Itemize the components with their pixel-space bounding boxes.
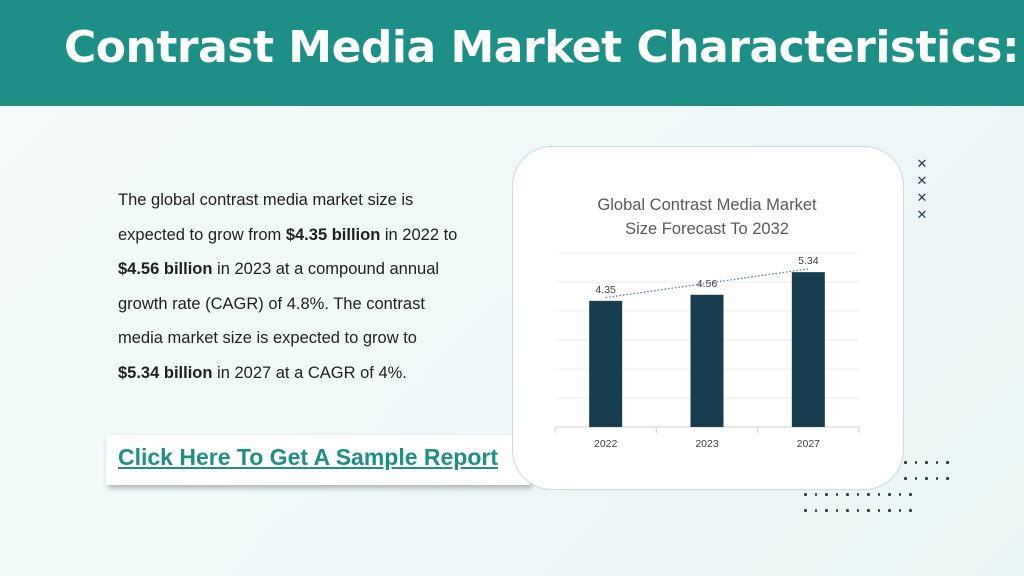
decorative-dot — [946, 461, 949, 464]
data-label-2027: 5.34 — [798, 255, 819, 267]
decorative-dot — [935, 461, 938, 464]
description-text-3: in 2023 at a compound annual growth rate… — [118, 260, 440, 347]
decorative-dot — [914, 477, 917, 480]
x-mark-icon: ✕ — [916, 174, 928, 189]
chart-card: Global Contrast Media Market Size Foreca… — [512, 146, 904, 490]
decorative-x-marks: ✕ ✕ ✕ ✕ — [915, 156, 929, 224]
value-2022: $4.35 billion — [285, 225, 381, 244]
description-text-2: in 2022 to — [380, 225, 458, 244]
decorative-dot — [867, 493, 870, 496]
decorative-dot — [898, 493, 901, 496]
decorative-dot — [877, 493, 880, 496]
decorative-dot — [804, 493, 807, 496]
page-title: Contrast Media Market Characteristics: — [64, 22, 1020, 73]
chart-title-line-2: Size Forecast To 2032 — [625, 220, 789, 238]
decorative-dot — [814, 509, 817, 512]
decorative-dot — [909, 493, 912, 496]
sample-report-box[interactable]: Click Here To Get A Sample Report — [106, 435, 530, 485]
decorative-dot — [935, 477, 938, 480]
bar-chart: Global Contrast Media Market Size Foreca… — [554, 196, 860, 450]
decorative-dot — [904, 477, 907, 480]
x-tick-label-2023: 2023 — [695, 438, 719, 450]
decorative-dot — [914, 461, 917, 464]
x-mark-icon: ✕ — [916, 208, 928, 223]
decorative-dot — [888, 509, 891, 512]
decorative-dot — [904, 461, 907, 464]
value-2023: $4.56 billion — [118, 260, 213, 278]
decorative-dot — [846, 493, 849, 496]
chart-bars — [589, 272, 825, 427]
decorative-dot — [925, 477, 928, 480]
decorative-dot — [825, 509, 828, 512]
decorative-dot — [825, 493, 828, 496]
decorative-dot — [898, 509, 901, 512]
description-text-1: The global contrast media market size is… — [118, 191, 414, 244]
bar-2023 — [690, 294, 724, 427]
bar-2022 — [589, 300, 623, 427]
decorative-dot — [925, 461, 928, 464]
decorative-dot — [804, 509, 807, 512]
decorative-dot — [835, 509, 838, 512]
sample-report-link[interactable]: Click Here To Get A Sample Report — [118, 444, 499, 470]
decorative-dot — [856, 509, 859, 512]
trendline — [605, 268, 809, 299]
decorative-dot — [867, 509, 870, 512]
chart-data-labels: 4.354.565.34 — [595, 255, 818, 296]
header-banner: Contrast Media Market Characteristics: — [0, 0, 1024, 106]
x-mark-icon: ✕ — [916, 157, 928, 172]
x-tick-label-2022: 2022 — [594, 438, 618, 450]
chart-title-line-1: Global Contrast Media Market — [597, 196, 817, 214]
decorative-dot — [856, 493, 859, 496]
description-text-4: in 2027 at a CAGR of 4%. — [212, 363, 407, 382]
x-tick-label-2027: 2027 — [797, 438, 821, 450]
x-mark-icon: ✕ — [916, 191, 928, 206]
description-paragraph: The global contrast media market size is… — [118, 183, 458, 390]
decorative-dot — [814, 493, 817, 496]
decorative-dot — [835, 493, 838, 496]
chart-trendline — [605, 268, 809, 299]
decorative-dot — [888, 493, 891, 496]
decorative-dot — [877, 509, 880, 512]
bar-2027 — [791, 272, 825, 427]
decorative-dot — [846, 509, 849, 512]
decorative-dot — [909, 509, 912, 512]
chart-x-axis: 2022 2023 2027 — [554, 427, 860, 450]
decorative-dot — [946, 477, 949, 480]
value-2027: $5.34 billion — [118, 363, 213, 382]
data-label-2022: 4.35 — [595, 284, 616, 296]
